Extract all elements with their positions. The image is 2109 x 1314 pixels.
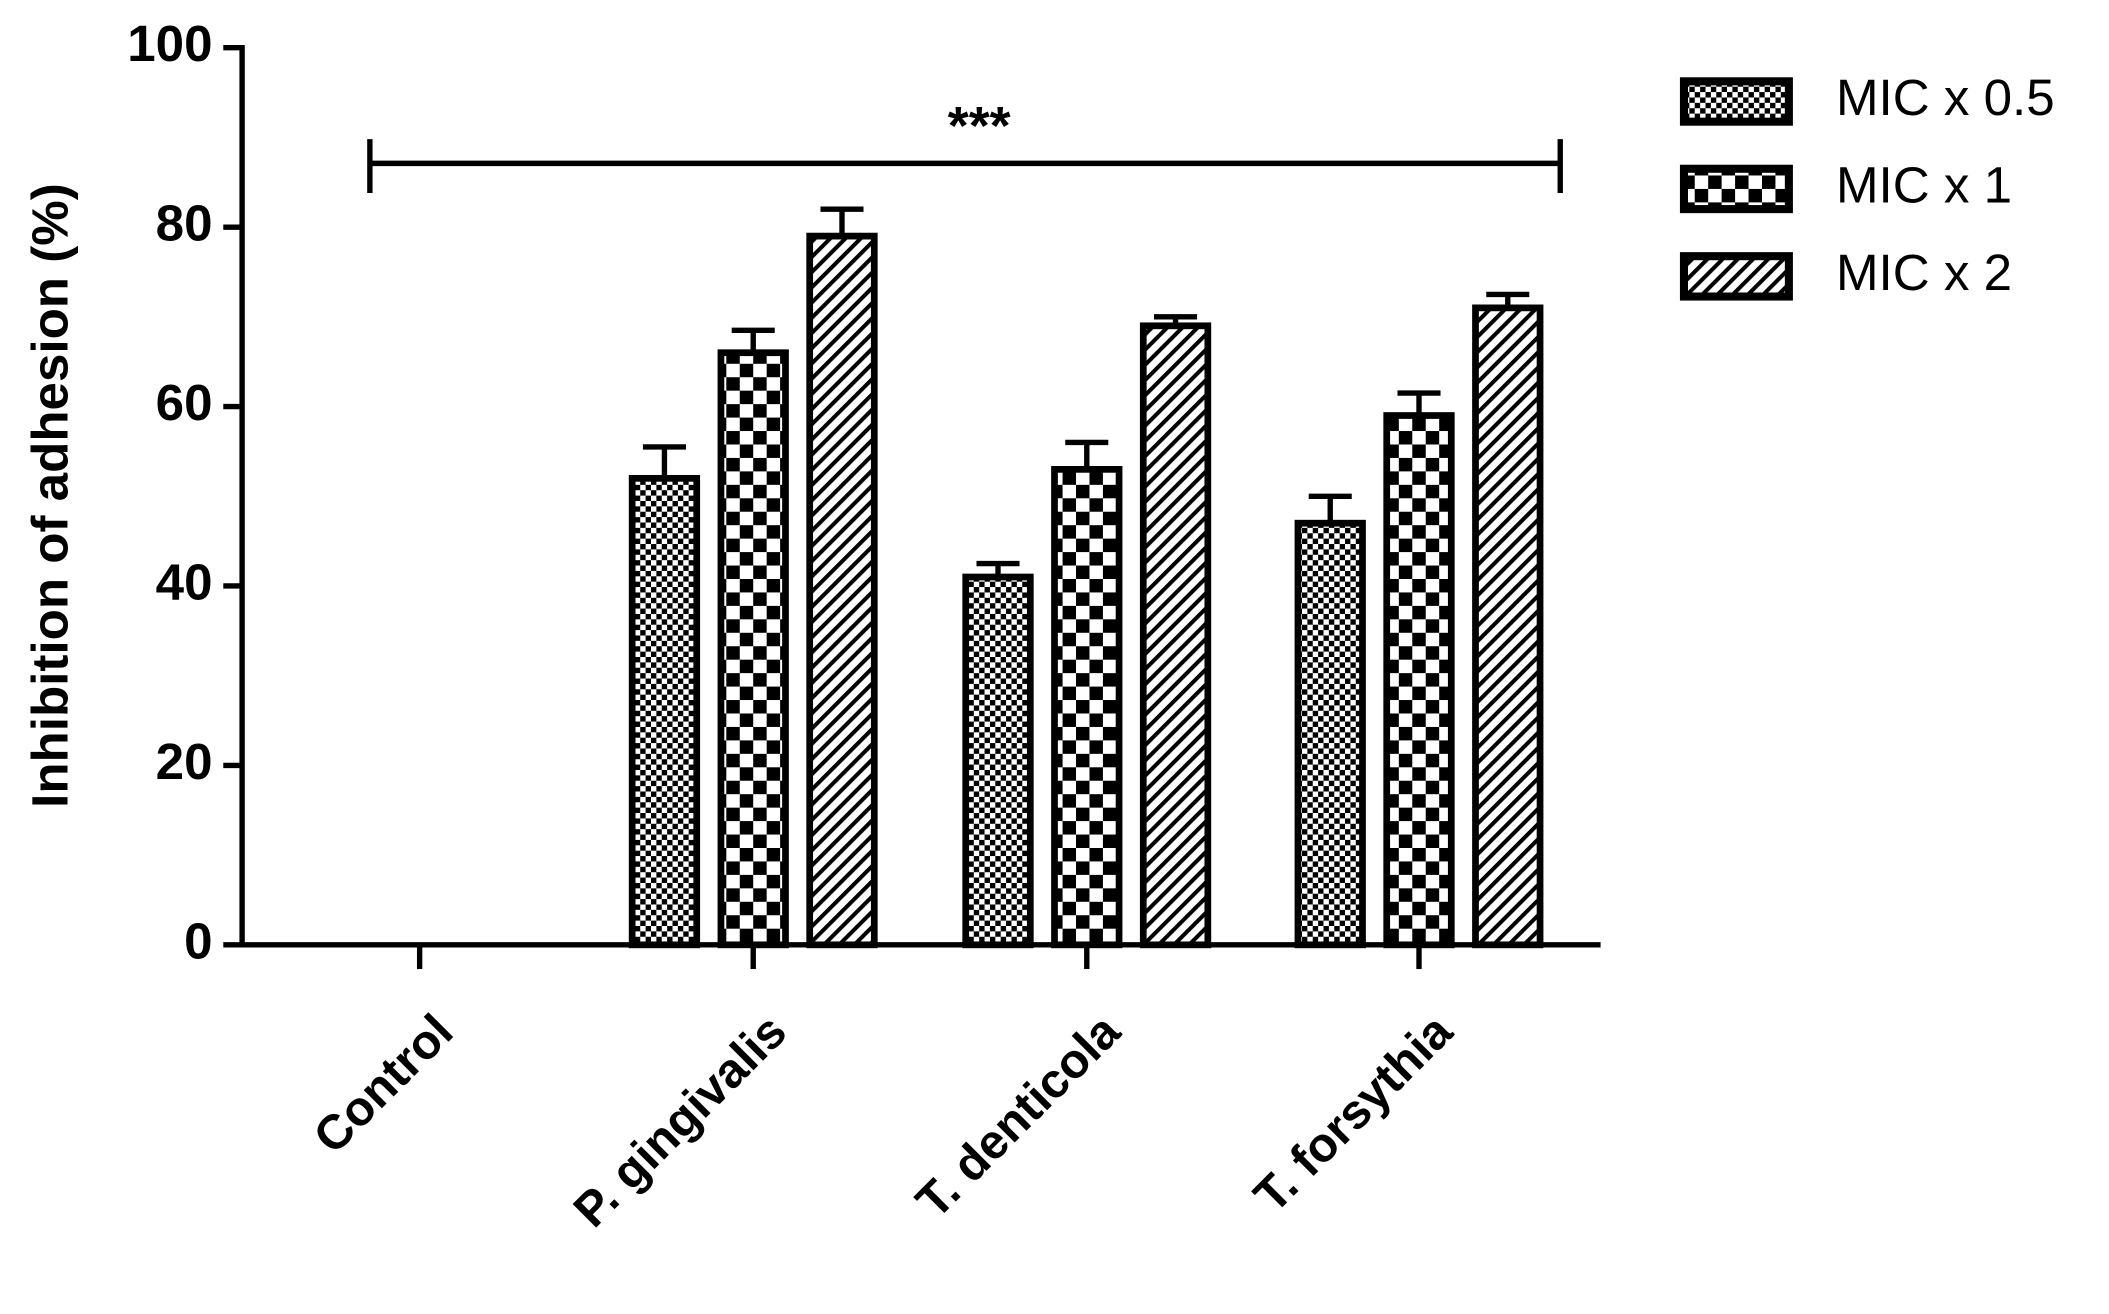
significance-bracket	[367, 139, 1563, 193]
legend-swatch	[1679, 164, 1793, 214]
annotation: ***	[948, 96, 1011, 156]
y-tick-label: 80	[156, 195, 213, 252]
x-tick-label: T. forsythia	[1244, 1003, 1464, 1223]
bar	[717, 349, 789, 949]
bar	[806, 232, 878, 949]
bar	[1383, 412, 1455, 949]
y-tick-label: 100	[127, 15, 212, 72]
bar	[1051, 465, 1123, 949]
x-tick-label: T. denticola	[906, 1003, 1131, 1228]
legend-label: MIC x 0.5	[1836, 69, 2055, 126]
legend-swatch	[1679, 77, 1793, 126]
legend-label: MIC x 2	[1836, 244, 2012, 301]
bar	[1472, 304, 1544, 949]
bar	[1139, 322, 1212, 949]
bar	[962, 573, 1034, 949]
y-tick-label: 20	[156, 733, 213, 790]
y-axis-label: Inhibition of adhesion (%)	[21, 183, 78, 808]
legend-swatch	[1679, 252, 1793, 301]
x-tick-label: P. gingivalis	[563, 1004, 797, 1237]
bar	[1294, 519, 1366, 949]
x-tick-label: Control	[304, 1004, 464, 1164]
bar	[628, 474, 701, 949]
y-tick-label: 0	[184, 912, 212, 969]
y-tick-label: 60	[156, 374, 213, 431]
y-tick-label: 40	[156, 553, 213, 610]
legend-label: MIC x 1	[1836, 156, 2012, 213]
